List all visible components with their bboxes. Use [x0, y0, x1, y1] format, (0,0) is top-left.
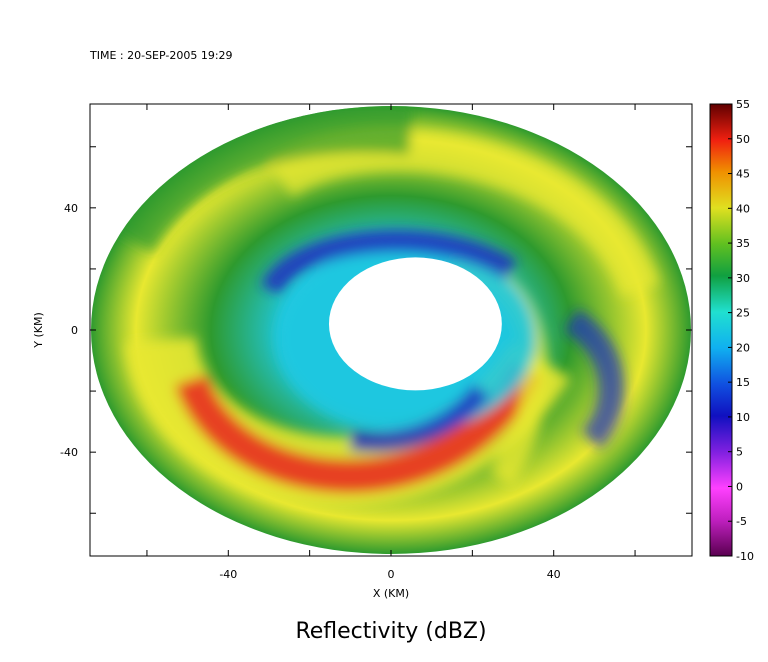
x-axis-label: X (KM) — [373, 587, 409, 600]
radar-plot — [91, 106, 691, 554]
colorbar-tick-label: -10 — [736, 550, 754, 563]
y-tick-label: 40 — [64, 202, 78, 215]
y-tick-label: 0 — [71, 324, 78, 337]
colorbar-tick-label: 25 — [736, 307, 750, 320]
outer-moderate — [109, 106, 414, 254]
weak-arc-south — [349, 384, 490, 452]
colorbar-tick-label: 0 — [736, 480, 743, 493]
time-label: TIME : 20-SEP-2005 19:29 — [89, 49, 233, 62]
colorbar-tick-label: 30 — [736, 272, 750, 285]
y-axis-label: Y (KM) — [32, 312, 45, 349]
eyewall-core — [174, 362, 542, 494]
colorbar-tick-label: 35 — [736, 237, 750, 250]
colorbar-tick-label: 40 — [736, 202, 750, 215]
axis-ticks: -40 0 40 -40 0 40 — [60, 104, 692, 581]
weak-arc-east — [563, 308, 625, 450]
colorbar-tick-label: 45 — [736, 168, 750, 181]
colorbar-tick-label: -5 — [736, 515, 747, 528]
chart-title: Reflectivity (dBZ) — [295, 619, 486, 644]
eye-region — [328, 257, 502, 391]
colorbar-tick-label: 50 — [736, 133, 750, 146]
x-tick-label: 40 — [547, 568, 561, 581]
x-tick-label: 0 — [388, 568, 395, 581]
weak-arc-north — [260, 230, 517, 296]
echo-bands — [109, 106, 660, 507]
rainband-north — [269, 130, 660, 298]
colorbar-tick-label: 55 — [736, 98, 750, 111]
colorbar-bar — [709, 103, 733, 557]
colorbar-tick-label: 10 — [736, 411, 750, 424]
colorbar-tick-label: 5 — [736, 446, 743, 459]
colorbar-tick-label: 15 — [736, 376, 750, 389]
y-tick-label: -40 — [60, 446, 78, 459]
x-tick-label: -40 — [219, 568, 237, 581]
colorbar-tick-label: 20 — [736, 341, 750, 354]
